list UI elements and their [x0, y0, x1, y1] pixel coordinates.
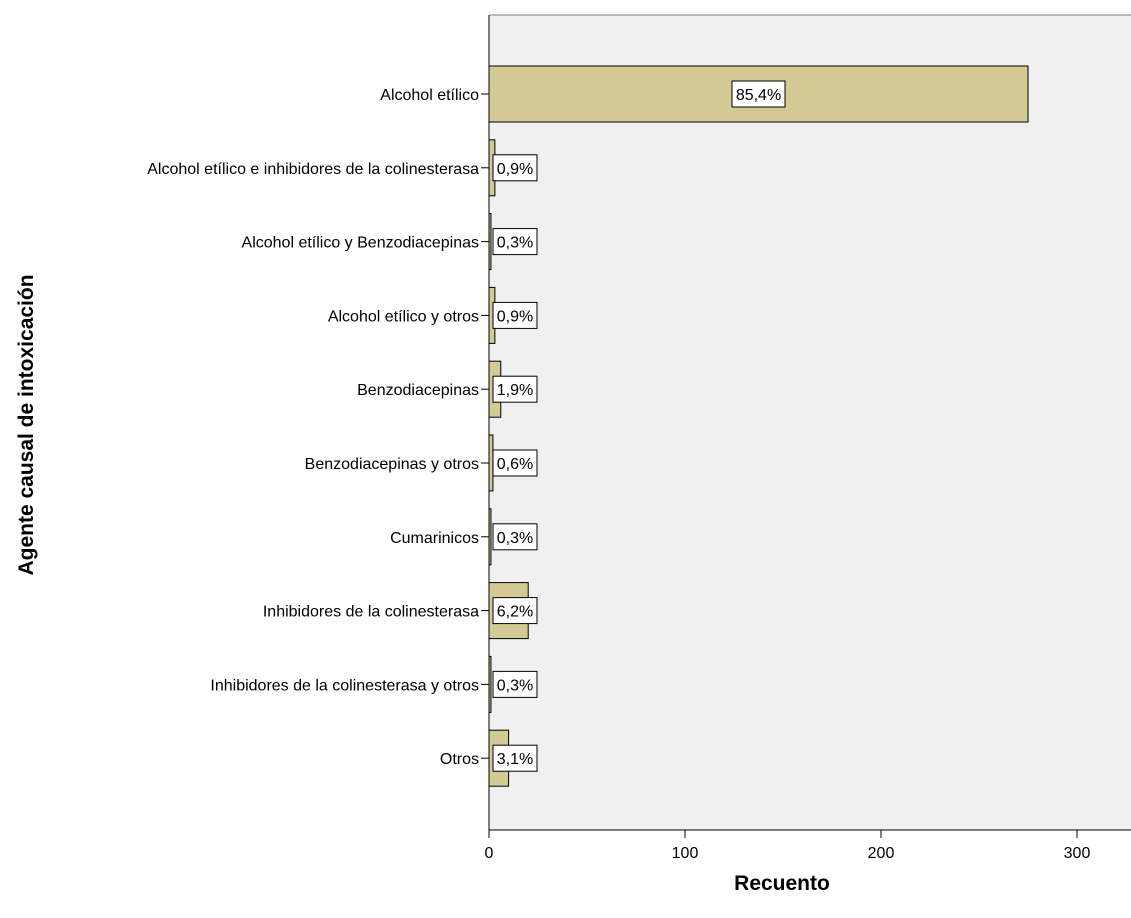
data-label: 0,9% — [497, 161, 533, 178]
plot-area — [489, 15, 1131, 830]
data-label: 85,4% — [736, 87, 781, 104]
category-label: Inhibidores de la colinesterasa — [263, 604, 479, 621]
category-label: Otros — [440, 751, 479, 768]
data-label: 0,3% — [497, 677, 533, 694]
data-label-box — [492, 670, 538, 698]
data-label: 0,9% — [497, 308, 533, 325]
data-label: 6,2% — [497, 604, 533, 621]
bar — [488, 434, 494, 492]
x-tick-label: 200 — [868, 845, 895, 862]
category-label: Benzodiacepinas y otros — [305, 456, 479, 473]
category-label: Alcohol etílico e inhibidores de la coli… — [147, 161, 479, 178]
data-label-box — [492, 449, 538, 477]
category-label: Alcohol etílico y otros — [328, 308, 479, 325]
category-ticks-group — [481, 93, 489, 759]
data-label: 3,1% — [497, 751, 533, 768]
category-label: Cumarinicos — [390, 530, 479, 547]
data-labels-group: 85,4% 0,9% 0,3% 0,9% 1,9% 0,6% 0,3% 6,2% 0,3% 3,1… — [492, 80, 786, 772]
category-label: Inhibidores de la colinesterasa y otros — [210, 677, 479, 694]
data-label-box — [492, 375, 538, 403]
data-label: 0,3% — [497, 530, 533, 547]
bars-group — [488, 65, 1029, 787]
data-label: 0,6% — [497, 456, 533, 473]
data-label-box — [492, 301, 538, 329]
data-label-box — [492, 228, 538, 256]
data-label: 0,3% — [497, 235, 533, 252]
data-label-box — [492, 597, 538, 625]
x-tick-labels-group: 0 100 200 300 — [485, 845, 1091, 862]
data-label-box — [731, 80, 786, 108]
data-label-box — [492, 523, 538, 551]
x-tick-label: 300 — [1064, 845, 1091, 862]
x-tick-label: 0 — [485, 845, 494, 862]
category-label: Alcohol etílico y Benzodiacepinas — [242, 235, 479, 252]
category-label: Alcohol etílico — [380, 87, 479, 104]
data-label-box — [492, 744, 538, 772]
category-label: Benzodiacepinas — [357, 382, 479, 399]
x-ticks-group — [488, 830, 1078, 838]
y-axis-title: Agente causal de intoxicación — [15, 274, 38, 575]
category-labels-group: Alcohol etílico Alcohol etílico e inhibid… — [147, 87, 479, 768]
data-label-box — [492, 154, 538, 182]
data-label: 1,9% — [497, 382, 533, 399]
x-axis-title: Recuento — [734, 872, 830, 895]
x-tick-label: 100 — [672, 845, 699, 862]
